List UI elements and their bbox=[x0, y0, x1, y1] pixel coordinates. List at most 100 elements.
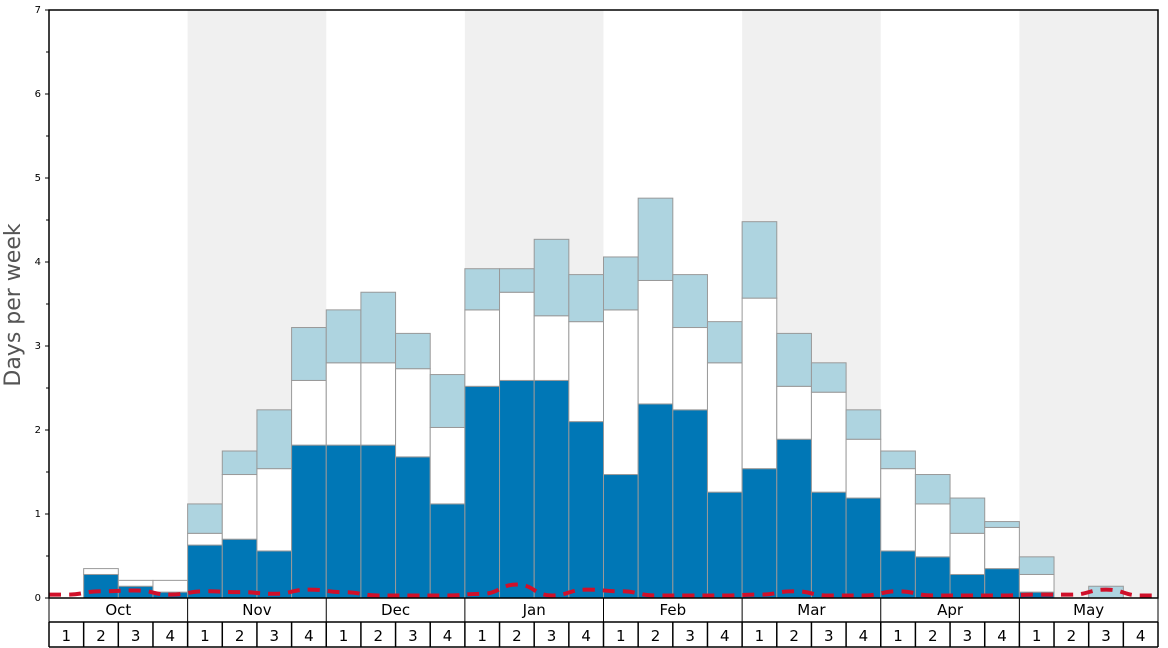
bar-segment-dark bbox=[325, 444, 362, 599]
week-label: 1 bbox=[616, 627, 626, 645]
y-tick-label: 5 bbox=[35, 173, 41, 184]
month-label: Mar bbox=[797, 601, 826, 619]
bar-segment-light bbox=[429, 374, 466, 428]
week-label: 2 bbox=[1067, 627, 1077, 645]
week-label: 1 bbox=[200, 627, 210, 645]
bar-segment-light bbox=[256, 409, 293, 470]
week-label: 2 bbox=[928, 627, 938, 645]
month-label: Nov bbox=[242, 601, 271, 619]
bar-segment-dark bbox=[533, 379, 570, 599]
bar-segment-dark bbox=[499, 379, 535, 599]
week-label: 3 bbox=[269, 627, 279, 645]
week-label: 3 bbox=[131, 627, 141, 645]
y-tick-label: 0 bbox=[35, 593, 41, 604]
bar-segment-light bbox=[187, 503, 223, 534]
week-label: 4 bbox=[997, 627, 1007, 645]
bar-segment-light bbox=[221, 450, 258, 476]
line-layer bbox=[49, 582, 1158, 598]
bars-layer bbox=[83, 197, 1124, 599]
month-label: May bbox=[1073, 601, 1104, 619]
bar-segment-light bbox=[776, 332, 812, 387]
bar-segment-white bbox=[429, 426, 466, 505]
bar-segment-dark bbox=[741, 468, 778, 599]
x-axis-layer: Oct Nov Dec Jan Feb Mar Apr May 1 2 3 4 1 2 3 4 1 2 3 4 1 2 3 4… bbox=[48, 598, 1159, 648]
bar-segment-dark bbox=[637, 403, 674, 599]
bar-segment-white bbox=[83, 568, 119, 575]
bar-segment-white bbox=[1018, 573, 1055, 593]
week-label: 1 bbox=[339, 627, 349, 645]
bar-segment-light bbox=[672, 274, 708, 329]
week-label: 2 bbox=[512, 627, 522, 645]
week-label: 1 bbox=[755, 627, 765, 645]
week-label: 4 bbox=[581, 627, 591, 645]
bar-segment-white bbox=[256, 468, 293, 552]
bar-segment-white bbox=[117, 579, 154, 587]
bar-segment-white bbox=[706, 362, 743, 493]
bar-segment-dark bbox=[706, 491, 743, 599]
bar-segment-light bbox=[984, 521, 1020, 528]
bar-segment-white bbox=[395, 368, 431, 458]
y-tick-label: 7 bbox=[35, 5, 41, 16]
bar-segment-white bbox=[880, 468, 916, 552]
bar-segment-white bbox=[499, 291, 535, 381]
bar-segment-white bbox=[810, 391, 847, 493]
week-label: 4 bbox=[304, 627, 314, 645]
y-tick-label: 3 bbox=[35, 341, 41, 352]
bar-segment-dark bbox=[360, 444, 397, 599]
bar-segment-white bbox=[845, 438, 882, 499]
bar-segment-light bbox=[395, 332, 431, 370]
bar-segment-light bbox=[499, 268, 535, 293]
bar-segment-dark bbox=[845, 497, 882, 599]
bar-segment-dark bbox=[810, 491, 847, 599]
bar-segment-light bbox=[603, 256, 639, 311]
bar-segment-light bbox=[637, 197, 674, 281]
week-label: 3 bbox=[963, 627, 973, 645]
bar-segment-white bbox=[741, 297, 778, 470]
bar-segment-dark bbox=[464, 385, 501, 599]
bar-segment-dark bbox=[603, 474, 639, 599]
week-label: 1 bbox=[1032, 627, 1042, 645]
week-label: 4 bbox=[443, 627, 453, 645]
bar-segment-white bbox=[325, 362, 362, 446]
bar-segment-light bbox=[1018, 556, 1055, 575]
month-label: Apr bbox=[937, 601, 964, 619]
week-label: 2 bbox=[789, 627, 799, 645]
week-label: 3 bbox=[547, 627, 557, 645]
week-label: 4 bbox=[859, 627, 869, 645]
week-label: 1 bbox=[893, 627, 903, 645]
y-axis-layer: 0 1 2 3 4 5 6 7 bbox=[35, 5, 49, 604]
week-label: 2 bbox=[235, 627, 245, 645]
week-label: 3 bbox=[408, 627, 418, 645]
bar-segment-light bbox=[360, 291, 397, 364]
bar-segment-dark bbox=[221, 538, 258, 599]
bar-segment-white bbox=[221, 474, 258, 540]
bar-segment-white bbox=[637, 279, 674, 405]
week-label: 1 bbox=[477, 627, 487, 645]
bar-segment-dark bbox=[568, 421, 604, 599]
bar-segment-dark bbox=[914, 556, 951, 599]
week-label: 4 bbox=[720, 627, 730, 645]
bar-segment-dark bbox=[187, 544, 223, 599]
y-axis-label: Days per week bbox=[1, 223, 26, 386]
bar-segment-light bbox=[533, 238, 570, 317]
month-label: Dec bbox=[381, 601, 410, 619]
bar-segment-light bbox=[914, 474, 951, 505]
bar-segment-light bbox=[706, 321, 743, 364]
week-label: 2 bbox=[651, 627, 661, 645]
bar-segment-dark bbox=[395, 456, 431, 599]
week-label: 4 bbox=[166, 627, 176, 645]
week-label: 2 bbox=[96, 627, 106, 645]
bar-segment-light bbox=[325, 309, 362, 364]
month-label: Oct bbox=[105, 601, 131, 619]
bar-segment-light bbox=[291, 327, 327, 381]
y-tick-label: 2 bbox=[35, 425, 41, 436]
bar-segment-dark bbox=[776, 438, 812, 599]
bar-segment-dark bbox=[256, 550, 293, 599]
bar-segment-white bbox=[291, 379, 327, 446]
month-shade bbox=[1019, 10, 1158, 598]
bar-segment-light bbox=[464, 268, 501, 311]
bar-segment-white bbox=[672, 327, 708, 411]
bar-segment-white bbox=[152, 579, 189, 593]
bar-segment-light bbox=[845, 409, 882, 440]
y-tick-label: 4 bbox=[35, 257, 41, 268]
